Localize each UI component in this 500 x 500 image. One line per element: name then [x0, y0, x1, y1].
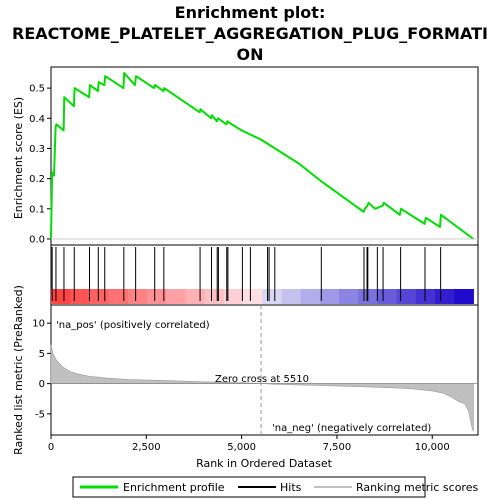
colorbar-segment [204, 289, 225, 304]
x-tick-label: 2,500 [132, 442, 161, 453]
es-profile-group [50, 72, 478, 240]
colorbar-segment [243, 289, 263, 304]
colorbar-segment [108, 289, 129, 304]
es-panel-frame [50, 66, 479, 246]
colorbar-segment [262, 289, 282, 304]
x-tick-label: 10,000 [415, 442, 450, 453]
x-axis-label: Rank in Ordered Dataset [196, 457, 333, 470]
colorbar-segment [223, 289, 244, 304]
colorbar-segment [185, 289, 206, 304]
colorbar-segment [396, 289, 417, 304]
chart-title-line-1: Enrichment plot: [175, 3, 326, 22]
colorbar-segment [300, 289, 321, 304]
colorbar-segment [339, 289, 359, 304]
hits-group [51, 247, 442, 301]
x-tick-label: 7,500 [323, 442, 352, 453]
rank-colorbar [51, 289, 474, 304]
x-tick-label: 0 [48, 442, 54, 453]
colorbar-segment [166, 289, 186, 304]
colorbar-segment [281, 289, 302, 304]
es-profile-line [50, 72, 474, 240]
colorbar-segment [70, 289, 90, 304]
es-y-tick-label: 0.2 [29, 174, 45, 185]
ranking-metric-area [50, 344, 474, 432]
colorbar-segment [415, 289, 436, 304]
colorbar-segment [51, 289, 71, 304]
chart-title-line-2: REACTOME_PLATELET_AGGREGATION_PLUG_FORMA… [12, 24, 488, 43]
chart-title-line-3: ON [237, 45, 264, 64]
colorbar-segment [435, 289, 455, 304]
es-y-tick-label: 0.3 [29, 144, 45, 155]
x-axis: 0 2,500 5,000 7,500 10,000 [48, 435, 450, 453]
es-y-axis: 0.0 0.1 0.2 0.3 0.4 0.5 [29, 84, 51, 245]
colorbar-segment [454, 289, 474, 304]
zero-cross-label: Zero cross at 5510 [215, 374, 309, 385]
legend-enrichment-label: Enrichment profile [123, 481, 225, 494]
pos-correlated-label: 'na_pos' (positively correlated) [56, 320, 210, 331]
es-y-tick-label: 0.1 [29, 204, 45, 215]
legend-ranking-label: Ranking metric scores [356, 481, 478, 494]
es-y-tick-label: 0.4 [29, 114, 45, 125]
es-y-tick-label: 0.0 [29, 234, 45, 245]
colorbar-segment [319, 289, 340, 304]
colorbar-segment [377, 289, 398, 304]
ranking-metric-group [50, 305, 478, 435]
ranked-y-tick-label: 0 [39, 379, 45, 390]
ranked-y-tick-label: 10 [32, 319, 45, 330]
colorbar-segment [89, 289, 110, 304]
es-y-axis-label: Enrichment score (ES) [12, 97, 25, 219]
ranked-y-axis: -5 0 5 10 [32, 319, 51, 420]
ranked-y-axis-label: Ranked list metric (PreRanked) [12, 285, 25, 455]
ranked-y-tick-label: 5 [39, 349, 45, 360]
ranked-y-tick-label: -5 [35, 409, 45, 420]
legend-hits-label: Hits [280, 481, 302, 494]
neg-correlated-label: 'na_neg' (negatively correlated) [272, 423, 431, 434]
es-y-tick-label: 0.5 [29, 84, 45, 95]
colorbar-segment [127, 289, 148, 304]
x-tick-label: 5,000 [227, 442, 256, 453]
colorbar-segment [147, 289, 167, 304]
